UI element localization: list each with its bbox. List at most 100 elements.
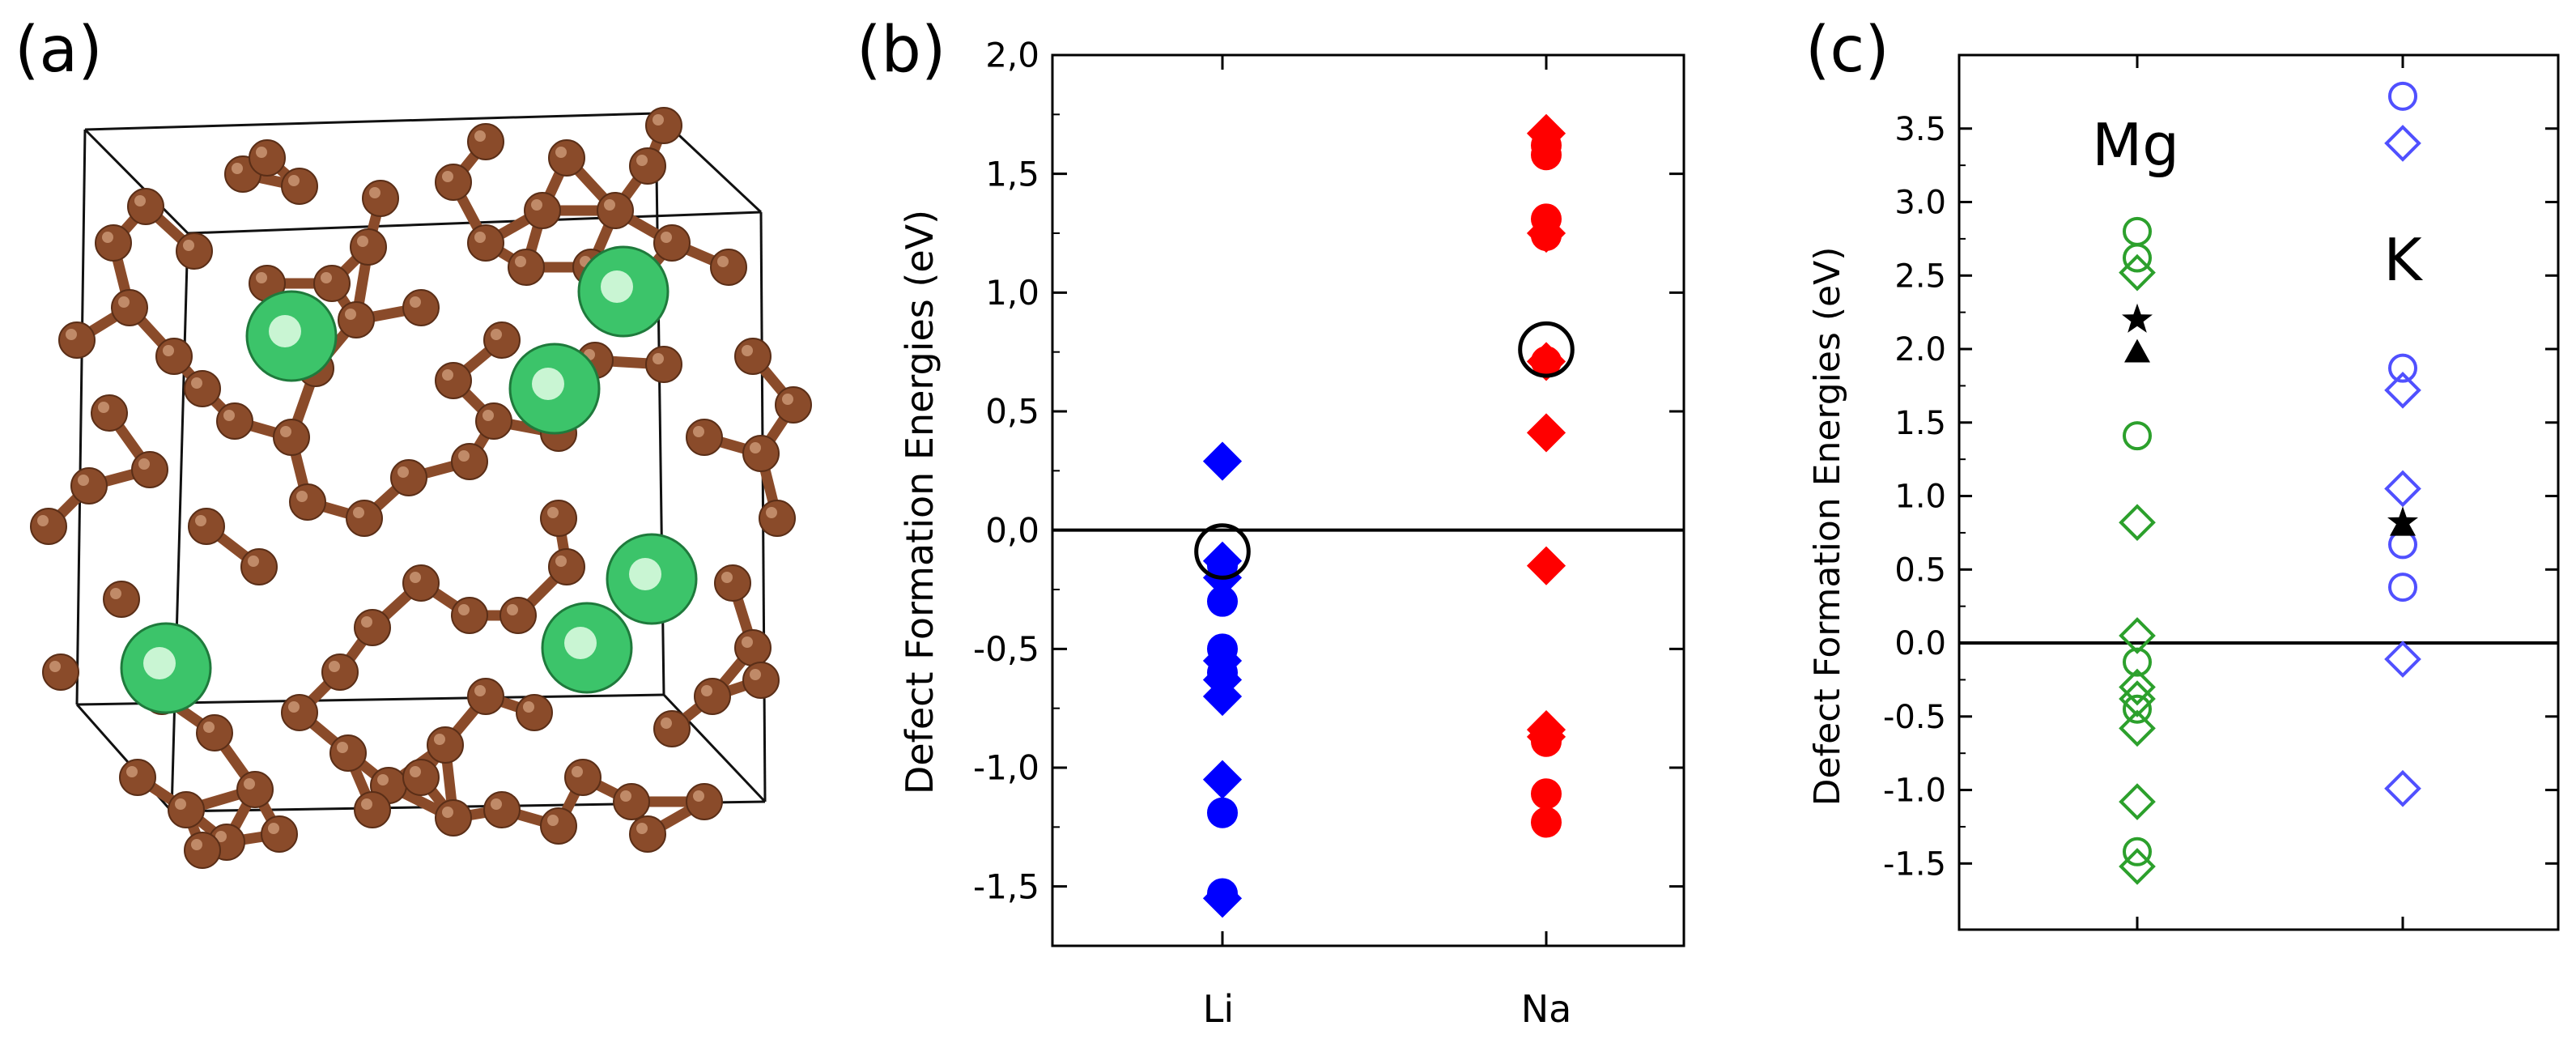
carbon-atom — [714, 564, 751, 602]
carbon-atom — [281, 168, 318, 205]
atom-highlight — [636, 155, 648, 166]
data-point-circle — [1531, 139, 1562, 171]
atom-highlight — [118, 296, 130, 308]
carbon-atom — [686, 419, 723, 456]
atom-highlight — [244, 778, 255, 790]
y-tick-label: 1,0 — [985, 273, 1039, 313]
y-tick-label: 1,5 — [985, 154, 1039, 194]
atom-highlight — [66, 329, 77, 340]
atom-highlight — [175, 798, 186, 810]
carbon-atom — [70, 467, 108, 504]
panel-label-a: (a) — [15, 14, 103, 87]
atom-highlight — [531, 199, 542, 211]
carbon-atom — [483, 791, 521, 828]
atom-highlight — [126, 766, 138, 777]
carbon-atom — [742, 662, 780, 699]
atom-highlight — [248, 556, 259, 567]
data-point-diamond — [2119, 783, 2156, 820]
carbon-atom — [111, 289, 148, 326]
atom-highlight — [442, 369, 453, 381]
y-tick-label: -1.5 — [1883, 845, 1946, 883]
data-point-circle — [2123, 837, 2152, 866]
atom-highlight — [701, 685, 712, 696]
carbon-atom — [686, 783, 723, 820]
atom-highlight — [280, 426, 291, 437]
panel-label-b: (b) — [857, 14, 946, 87]
data-point-circle — [2123, 647, 2152, 677]
carbon-atom — [127, 188, 164, 225]
y-tick-label: 0.5 — [1894, 551, 1946, 589]
carbon-atom — [564, 759, 601, 796]
carbon-atom — [427, 726, 464, 764]
atom-highlight — [296, 491, 308, 502]
carbon-atom — [346, 500, 383, 537]
carbon-atom — [240, 548, 278, 585]
plot-frame-b — [1051, 53, 1685, 947]
atom-highlight — [474, 232, 486, 243]
carbon-atom — [58, 321, 96, 359]
atom-highlight — [215, 831, 227, 842]
carbon-atom — [362, 180, 399, 217]
carbon-atom — [524, 192, 561, 229]
data-point-circle — [2123, 243, 2152, 273]
atom-highlight — [572, 766, 583, 777]
carbon-atom — [338, 301, 375, 338]
data-point-circle — [1207, 585, 1238, 617]
data-point-diamond — [2384, 769, 2421, 807]
atom-highlight — [78, 475, 89, 486]
data-point-diamond — [1202, 676, 1243, 717]
atom-highlight — [337, 742, 348, 753]
atom-highlight — [410, 296, 421, 308]
carbon-atom — [354, 609, 391, 646]
carbon-atom — [402, 759, 440, 796]
data-point-circle — [2123, 421, 2152, 451]
carbon-atom — [540, 500, 577, 537]
data-point-diamond — [2384, 125, 2421, 162]
dopant-highlight — [269, 315, 301, 347]
data-point-circle — [2388, 573, 2417, 602]
unit-cell-edge — [84, 112, 657, 131]
data-point-circle — [1531, 346, 1562, 377]
carbon-atom — [435, 362, 472, 399]
y-tick-label: 0,5 — [985, 392, 1039, 432]
unit-cell-edge — [75, 129, 87, 705]
atom-highlight — [357, 236, 368, 247]
atom-highlight — [693, 790, 704, 802]
dopant-highlight — [601, 270, 633, 303]
carbon-atom — [249, 139, 286, 177]
atom-highlight — [397, 466, 409, 478]
atom-highlight — [37, 515, 49, 526]
carbon-atom — [475, 402, 512, 440]
atom-highlight — [377, 774, 389, 785]
carbon-atom — [188, 508, 225, 545]
plot-frame-c — [1958, 53, 2560, 931]
atom-highlight — [458, 604, 470, 615]
carbon-atom — [435, 799, 472, 837]
carbon-atom — [653, 224, 691, 262]
atom-highlight — [721, 572, 733, 583]
chart-b: -1,5 -1,0 -0,5 0,0 0,5 1,0 1,5 2,0 Defect Forma… — [898, 36, 1685, 1031]
dopant-highlight — [564, 627, 597, 659]
data-point-diamond — [1202, 441, 1243, 481]
carbon-atom — [629, 815, 666, 853]
carbon-atom — [184, 832, 221, 869]
atom-highlight — [369, 187, 380, 198]
atom-highlight — [268, 823, 279, 834]
y-tick-label: 3.0 — [1894, 185, 1946, 222]
dopant-highlight — [143, 647, 176, 679]
carbon-atom — [742, 435, 780, 472]
data-point-circle — [2123, 694, 2152, 724]
data-point-diamond — [2384, 470, 2421, 508]
carbon-atom — [216, 402, 253, 440]
carbon-atom — [710, 249, 747, 286]
atom-highlight — [410, 766, 421, 777]
unit-cell-edge — [170, 232, 189, 812]
carbon-atom — [759, 500, 796, 537]
y-tick-label: 1.5 — [1894, 405, 1946, 442]
atom-highlight — [742, 345, 753, 356]
category-label-k: K — [2383, 226, 2423, 294]
data-point-diamond — [2119, 848, 2156, 885]
atom-highlight — [345, 309, 356, 320]
atom-highlight — [288, 175, 300, 186]
